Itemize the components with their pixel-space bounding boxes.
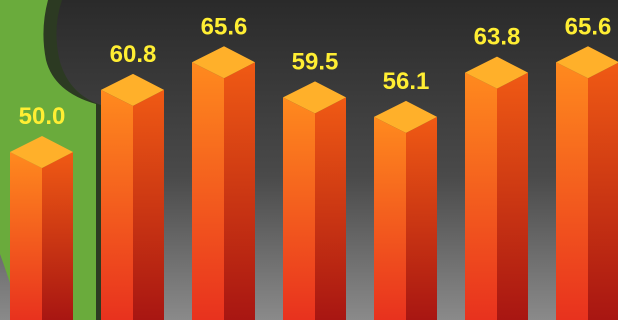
bar-front-face xyxy=(10,152,42,320)
bar-top-cap xyxy=(10,136,73,168)
bar-value-label: 50.0 xyxy=(19,103,66,130)
bar-value-label: 63.8 xyxy=(474,24,521,51)
bar-front-face xyxy=(556,62,588,320)
bar-top-cap xyxy=(556,46,618,79)
bar-side-face xyxy=(588,62,618,320)
bar-value-label: 59.5 xyxy=(292,48,339,75)
bar-front-face xyxy=(192,62,224,320)
bar-top-cap xyxy=(465,56,528,89)
bar-side-face xyxy=(406,116,437,320)
bar-side-face xyxy=(42,152,73,320)
bar-side-face xyxy=(133,89,164,320)
bar-value-label: 65.6 xyxy=(201,13,248,40)
bar-4: 59.5 xyxy=(283,48,346,320)
bar-6: 63.8 xyxy=(465,24,528,320)
bar-top-cap xyxy=(192,46,255,79)
bar-front-face xyxy=(101,89,133,320)
bars-group: 50.0 60.8 65.6 59.5 56.1 63.8 65.6 xyxy=(10,13,618,320)
bar-7: 65.6 xyxy=(556,13,618,320)
bar-top-cap xyxy=(101,73,164,106)
bar-side-face xyxy=(315,97,346,320)
bar-top-cap xyxy=(374,100,437,133)
bar-value-label: 65.6 xyxy=(565,13,612,40)
bar-5: 56.1 xyxy=(374,68,437,320)
bar-front-face xyxy=(283,97,315,320)
bar-front-face xyxy=(374,116,406,320)
bar-value-label: 60.8 xyxy=(110,41,157,68)
bar-1: 50.0 xyxy=(10,103,73,320)
bar-3: 65.6 xyxy=(192,13,255,320)
bar-2: 60.8 xyxy=(101,41,164,320)
bar-top-cap xyxy=(283,81,346,114)
bar-value-label: 56.1 xyxy=(383,68,430,95)
bar-side-face xyxy=(224,62,255,320)
bar-side-face xyxy=(497,72,528,320)
bar-front-face xyxy=(465,72,497,320)
